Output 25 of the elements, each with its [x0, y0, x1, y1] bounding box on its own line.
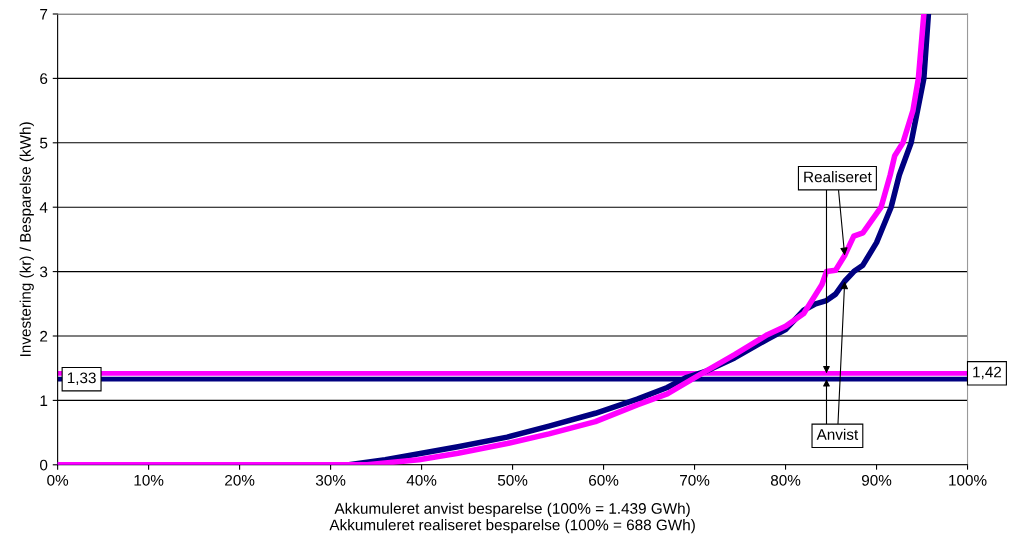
x-tick-label: 100%	[949, 474, 987, 486]
annotation: Anvist	[816, 428, 859, 440]
y-tick-label: 0	[40, 459, 48, 471]
x-axis-title: Akkumuleret anvist besparelse (100% = 1.439 GWh) Akkumuleret realiseret besparelse (100% = 688 GWh)	[329, 502, 695, 534]
x-tick-label: 40%	[406, 474, 437, 486]
y-tick-label: 2	[40, 330, 48, 342]
ref-line-label: 1,42	[973, 366, 1002, 380]
x-tick-label: 10%	[134, 474, 164, 486]
y-axis-title: Investering (kr) / Besparelse (kWh)	[19, 122, 34, 356]
x-tick-label: 20%	[225, 474, 255, 486]
y-tick-label: 6	[40, 73, 48, 85]
x-tick-label: 0%	[47, 474, 69, 486]
y-tick-label: 4	[39, 202, 48, 213]
x-tick-label: 60%	[589, 474, 619, 486]
x-tick-label: 90%	[861, 474, 892, 486]
y-tick-label: 7	[40, 9, 48, 20]
y-tick-label: 5	[40, 137, 48, 149]
x-tick-label: 50%	[497, 474, 528, 486]
y-tick-label: 3	[39, 266, 48, 278]
ref-line-label: 1,33	[67, 372, 96, 386]
annotation: Realiseret	[804, 171, 872, 183]
x-tick-label: 80%	[770, 474, 801, 486]
x-tick-label: 30%	[315, 474, 346, 486]
y-tick-label: 1	[40, 395, 48, 406]
x-tick-label: 70%	[680, 474, 710, 486]
